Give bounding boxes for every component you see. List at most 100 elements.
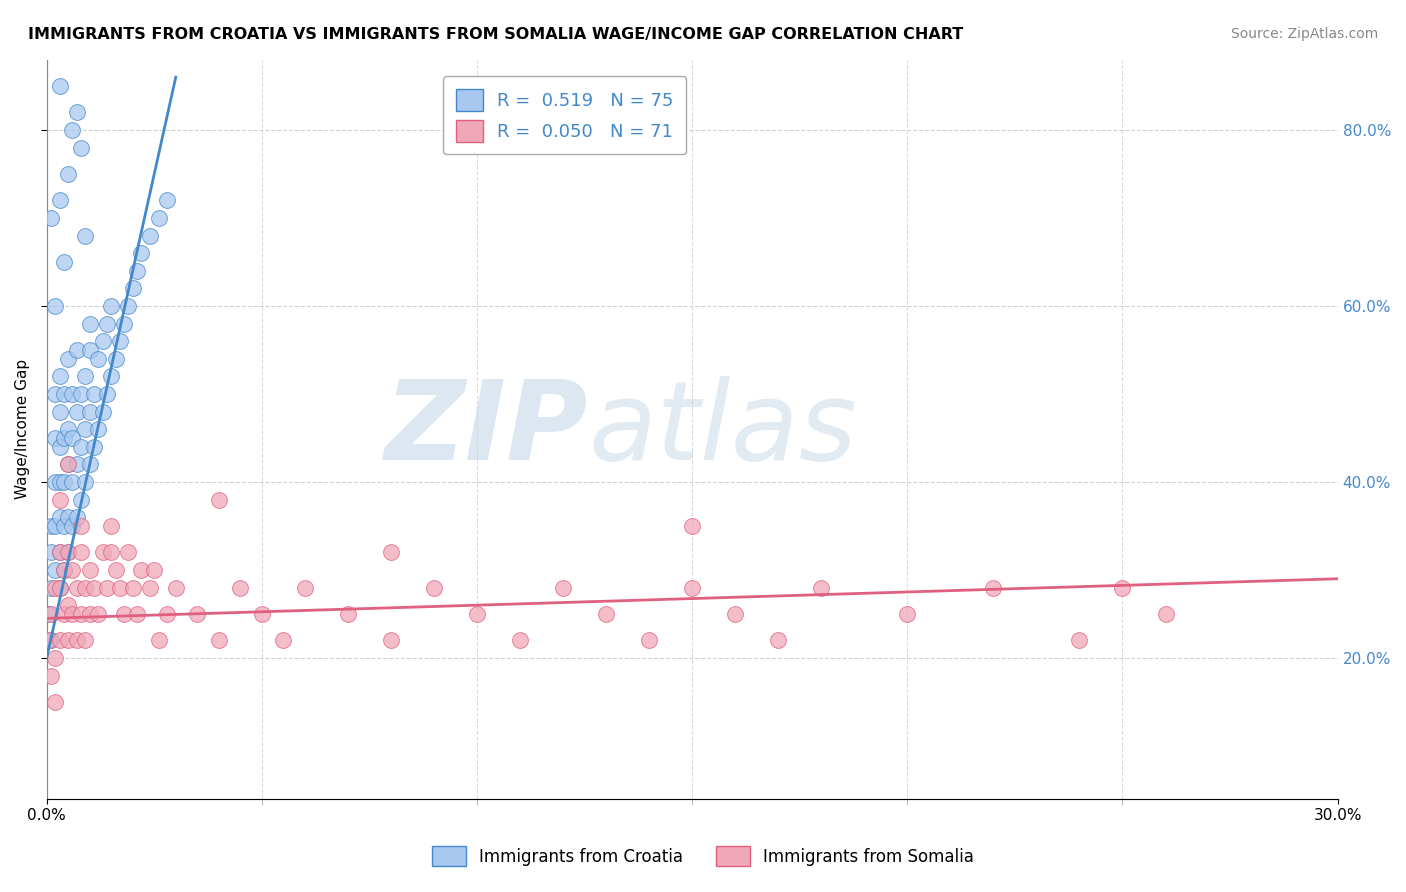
Point xyxy=(96,317,118,331)
Point xyxy=(465,607,488,621)
Point xyxy=(121,581,143,595)
Point xyxy=(96,581,118,595)
Point xyxy=(131,563,153,577)
Point xyxy=(75,581,97,595)
Point xyxy=(66,581,89,595)
Point xyxy=(48,78,70,93)
Point xyxy=(56,458,79,472)
Point xyxy=(70,140,93,154)
Text: ZIP: ZIP xyxy=(385,376,589,483)
Point xyxy=(100,519,122,533)
Point xyxy=(56,167,79,181)
Point xyxy=(39,519,62,533)
Point xyxy=(125,607,148,621)
Point xyxy=(551,581,574,595)
Point xyxy=(48,545,70,559)
Point xyxy=(66,343,89,357)
Point xyxy=(44,475,66,489)
Point xyxy=(52,607,75,621)
Point xyxy=(91,404,114,418)
Point xyxy=(79,563,101,577)
Point xyxy=(48,545,70,559)
Point xyxy=(44,695,66,709)
Point xyxy=(52,475,75,489)
Point xyxy=(39,668,62,682)
Text: atlas: atlas xyxy=(589,376,858,483)
Point xyxy=(44,581,66,595)
Point xyxy=(125,264,148,278)
Point xyxy=(56,351,79,366)
Point xyxy=(79,607,101,621)
Point xyxy=(56,422,79,436)
Point xyxy=(117,299,139,313)
Point xyxy=(70,519,93,533)
Point xyxy=(62,519,84,533)
Point xyxy=(117,545,139,559)
Point xyxy=(44,563,66,577)
Point xyxy=(75,633,97,648)
Point xyxy=(48,581,70,595)
Point xyxy=(62,387,84,401)
Point xyxy=(108,334,131,348)
Point xyxy=(44,431,66,445)
Point xyxy=(294,581,316,595)
Point xyxy=(39,545,62,559)
Point xyxy=(44,387,66,401)
Point xyxy=(87,422,110,436)
Text: Source: ZipAtlas.com: Source: ZipAtlas.com xyxy=(1230,27,1378,41)
Point xyxy=(595,607,617,621)
Point xyxy=(79,317,101,331)
Point xyxy=(52,387,75,401)
Point xyxy=(56,545,79,559)
Point xyxy=(1069,633,1091,648)
Point xyxy=(75,228,97,243)
Point xyxy=(1154,607,1177,621)
Point xyxy=(91,334,114,348)
Point xyxy=(79,404,101,418)
Point xyxy=(131,246,153,260)
Point xyxy=(156,607,179,621)
Point xyxy=(336,607,359,621)
Text: IMMIGRANTS FROM CROATIA VS IMMIGRANTS FROM SOMALIA WAGE/INCOME GAP CORRELATION C: IMMIGRANTS FROM CROATIA VS IMMIGRANTS FR… xyxy=(28,27,963,42)
Point xyxy=(52,563,75,577)
Point xyxy=(208,633,231,648)
Point xyxy=(139,228,162,243)
Point xyxy=(62,475,84,489)
Point xyxy=(1111,581,1133,595)
Point xyxy=(48,633,70,648)
Point xyxy=(104,351,127,366)
Point xyxy=(112,317,135,331)
Point xyxy=(250,607,273,621)
Point xyxy=(52,255,75,269)
Point xyxy=(100,369,122,384)
Point xyxy=(44,299,66,313)
Point xyxy=(91,545,114,559)
Point xyxy=(79,343,101,357)
Point xyxy=(380,633,402,648)
Point xyxy=(62,123,84,137)
Point xyxy=(66,633,89,648)
Point xyxy=(79,458,101,472)
Point xyxy=(208,492,231,507)
Point xyxy=(39,581,62,595)
Point xyxy=(766,633,789,648)
Point xyxy=(75,475,97,489)
Point xyxy=(52,431,75,445)
Point xyxy=(509,633,531,648)
Point xyxy=(48,475,70,489)
Point xyxy=(121,281,143,295)
Point xyxy=(66,105,89,120)
Point xyxy=(70,387,93,401)
Point xyxy=(39,607,62,621)
Legend: Immigrants from Croatia, Immigrants from Somalia: Immigrants from Croatia, Immigrants from… xyxy=(423,838,983,875)
Point xyxy=(112,607,135,621)
Point xyxy=(165,581,187,595)
Point xyxy=(148,211,170,225)
Point xyxy=(896,607,918,621)
Point xyxy=(104,563,127,577)
Point xyxy=(108,581,131,595)
Point xyxy=(100,299,122,313)
Point xyxy=(48,492,70,507)
Point xyxy=(70,545,93,559)
Point xyxy=(52,563,75,577)
